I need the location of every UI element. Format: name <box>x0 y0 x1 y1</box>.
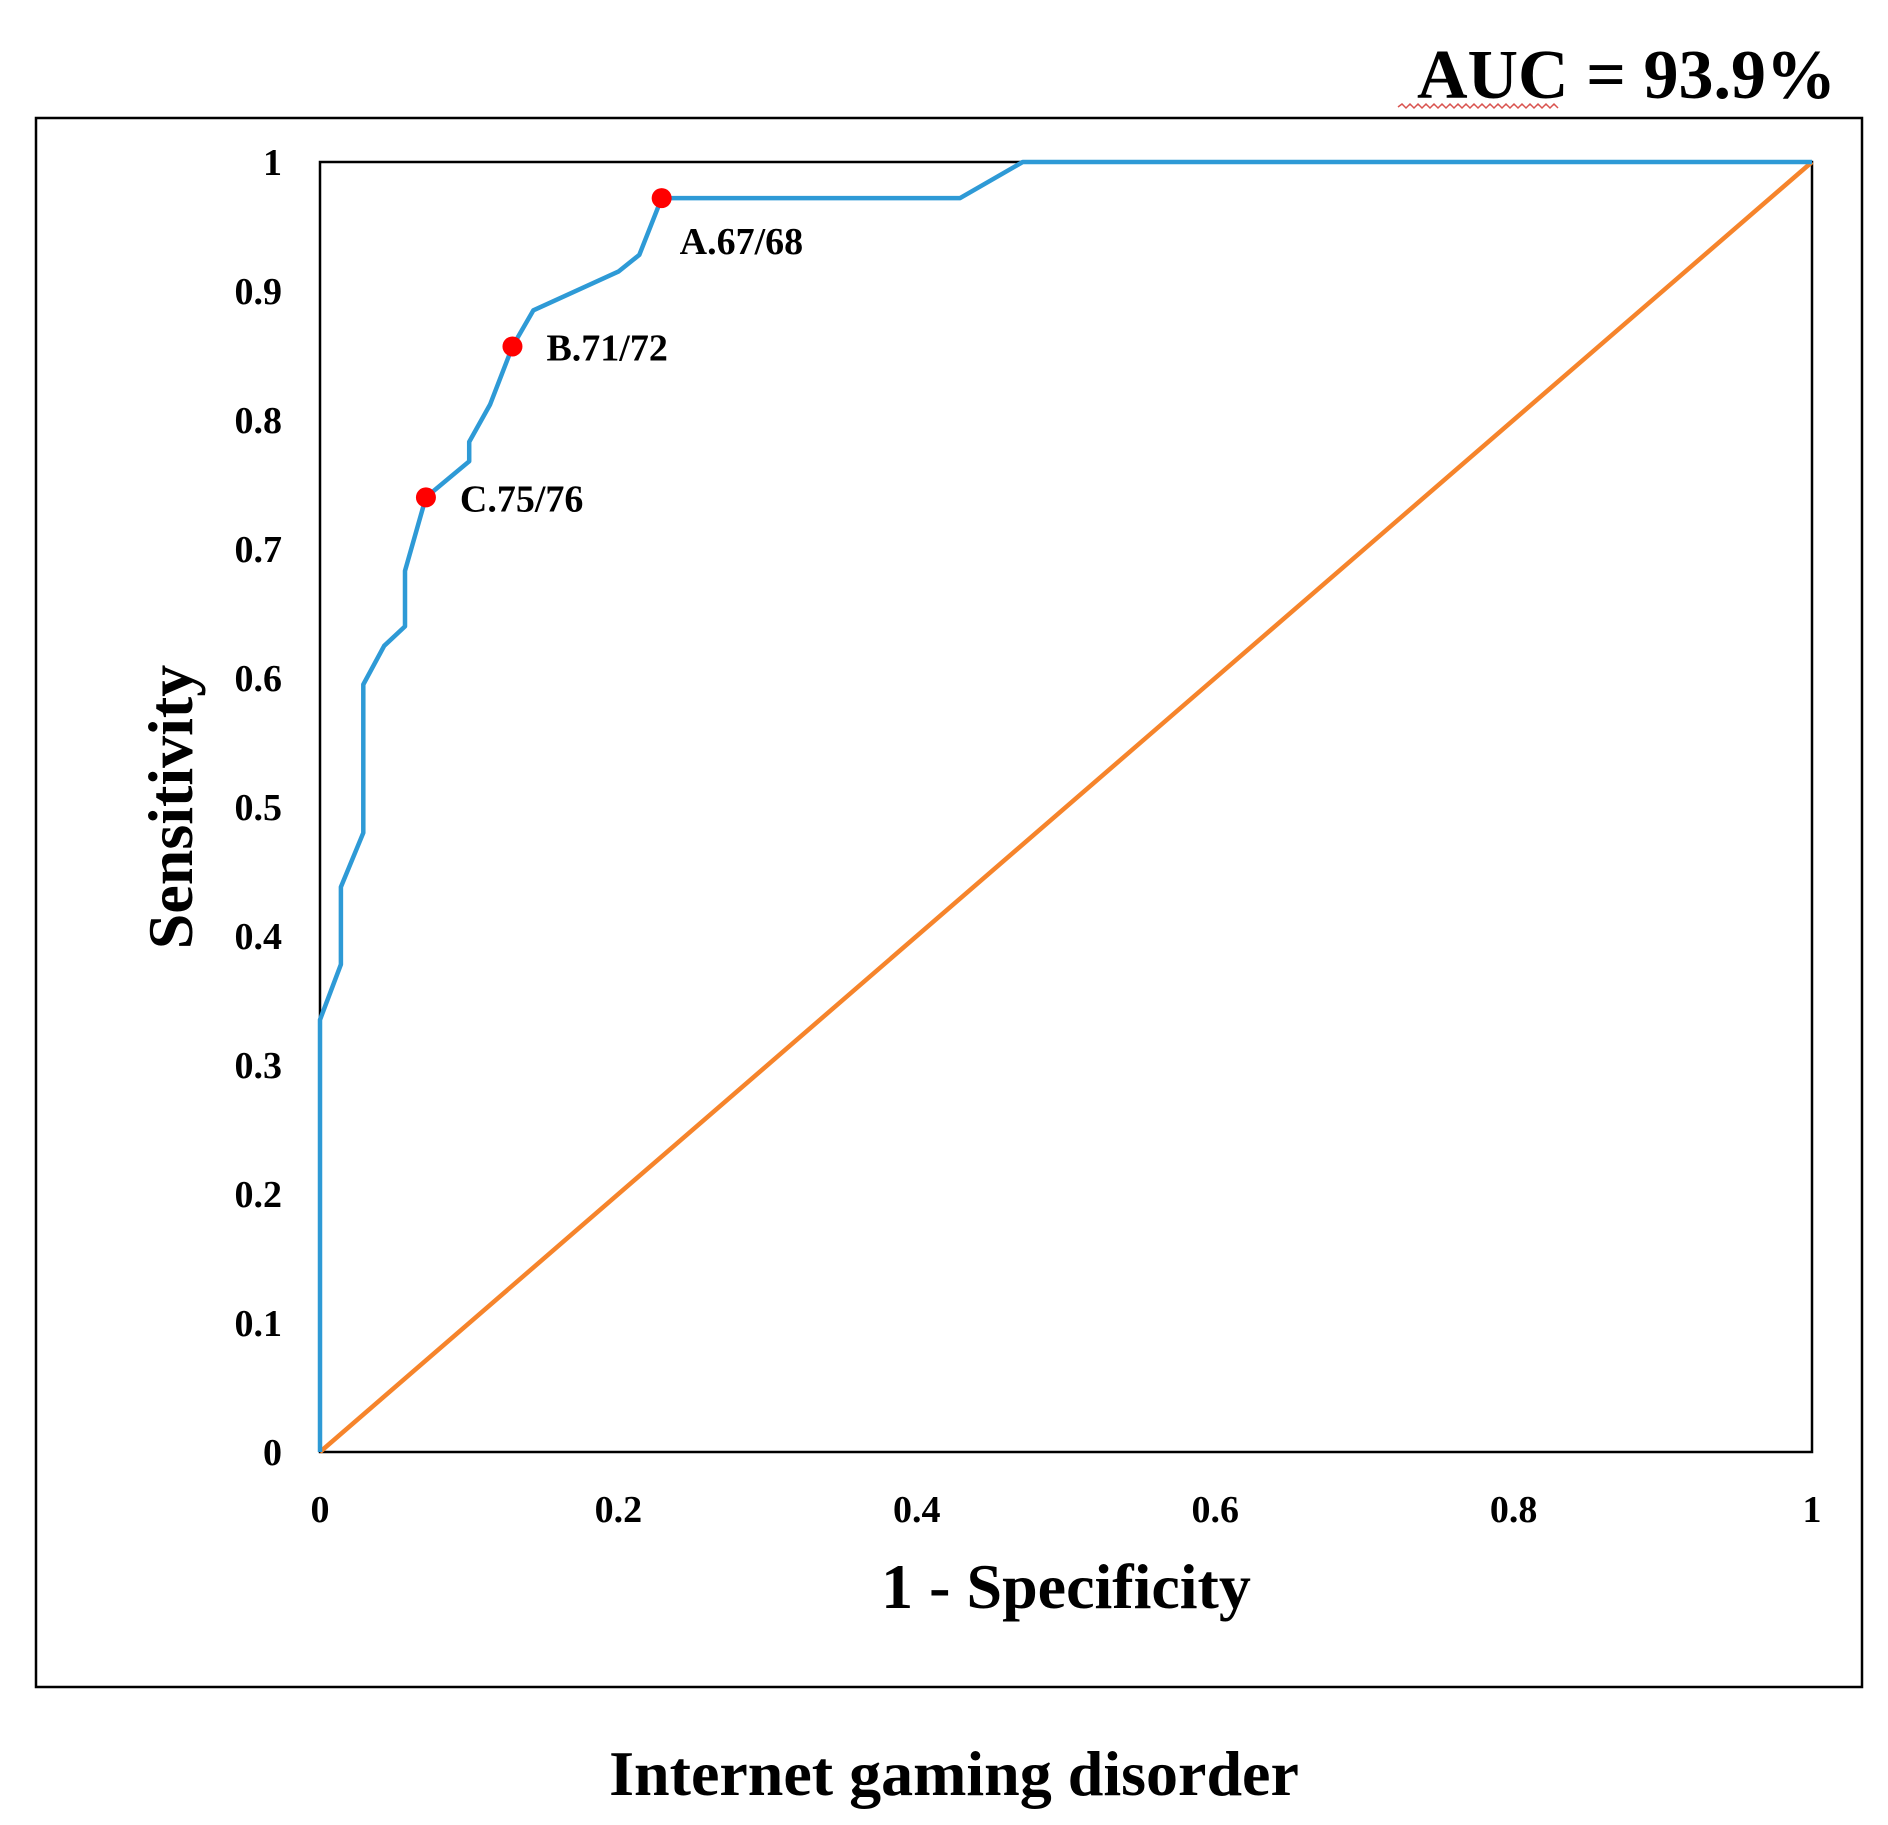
y-tick-label: 0.5 <box>235 787 283 829</box>
y-tick-label: 0.2 <box>235 1174 283 1216</box>
reference-line <box>318 160 1814 1454</box>
roc-curve <box>317 159 1812 1452</box>
cutoff-point-marker <box>415 487 436 508</box>
y-axis-ticks: 0 0.1 0.2 0.3 0.4 0.5 0.6 0.7 0.8 0.9 1 <box>235 142 283 1474</box>
x-tick-label: 0.8 <box>1490 1489 1538 1531</box>
auc-title: AUC = 93.9% <box>1417 37 1836 114</box>
x-axis-ticks: 0 0.2 0.4 0.6 0.8 1 <box>311 1489 1822 1531</box>
y-tick-label: 1 <box>263 142 282 184</box>
chart-caption: Internet gaming disorder <box>609 1738 1299 1809</box>
cutoff-point-marker <box>651 188 672 209</box>
x-tick-label: 0.6 <box>1191 1489 1239 1531</box>
y-tick-label: 0.1 <box>235 1303 283 1345</box>
cutoff-point-marker <box>502 336 523 357</box>
cutoff-points: A.67/68 B.71/72 C.75/76 <box>415 188 804 520</box>
x-axis-title: 1 - Specificity <box>881 1551 1251 1622</box>
spellcheck-underline <box>1397 102 1559 110</box>
cutoff-point-label: C.75/76 <box>460 478 584 520</box>
x-tick-label: 1 <box>1803 1489 1822 1531</box>
y-axis-title: Sensitivity <box>135 665 206 949</box>
y-tick-label: 0.7 <box>235 529 283 571</box>
y-tick-label: 0.8 <box>235 400 283 442</box>
y-tick-label: 0 <box>263 1432 282 1474</box>
x-tick-label: 0.4 <box>893 1489 941 1531</box>
y-tick-label: 0.9 <box>235 271 283 313</box>
x-tick-label: 0.2 <box>595 1489 643 1531</box>
cutoff-point-label: A.67/68 <box>680 221 804 263</box>
y-tick-label: 0.4 <box>235 916 283 958</box>
chart-frame <box>34 116 1864 1689</box>
cutoff-point-label: B.71/72 <box>546 327 667 369</box>
y-tick-label: 0.6 <box>235 658 283 700</box>
y-tick-label: 0.3 <box>235 1045 283 1087</box>
x-tick-label: 0 <box>311 1489 330 1531</box>
